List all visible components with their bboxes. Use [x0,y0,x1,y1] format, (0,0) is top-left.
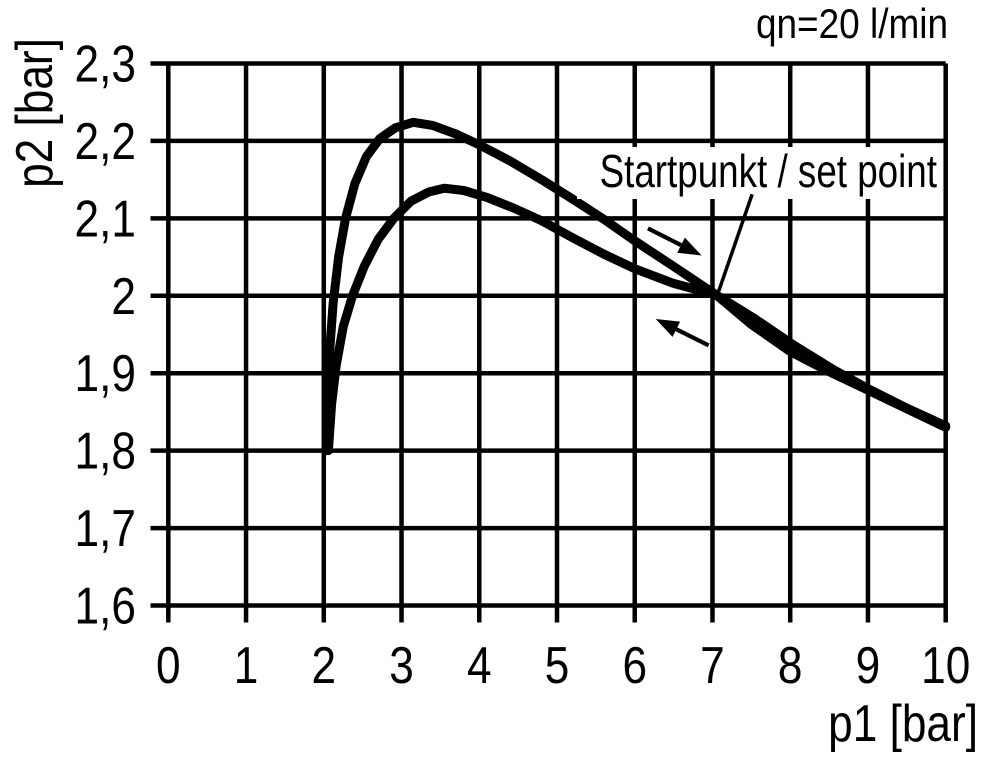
x-tick-label: 1 [234,637,259,695]
set-point-label-background [577,147,941,199]
x-tick-label: 2 [311,637,336,695]
x-tick-label: 5 [545,637,570,695]
y-tick-label: 1,9 [75,345,136,403]
y-tick-label: 1,6 [75,577,136,635]
set-point-leader-line [717,193,754,292]
y-axis-label: p2 [bar] [6,38,64,188]
curve-forward-stroke [322,117,951,456]
x-tick-label: 6 [622,637,647,695]
x-tick-label: 9 [856,637,881,695]
set-point-label: Startpunkt / set point [600,145,938,197]
x-tick-label: 8 [778,637,803,695]
forward-direction-arrow-shaft [647,226,683,248]
x-tick-label: 4 [467,637,492,695]
forward-direction-arrow-head [677,237,702,256]
curve-return-stroke [323,183,951,456]
y-tick-label: 2,2 [75,113,136,171]
annotation-arrows [647,193,754,348]
y-tick-label: 1,8 [75,422,136,480]
x-axis-label: p1 [bar] [828,695,978,753]
x-tick-label: 0 [156,637,181,695]
return-direction-arrow-shaft [675,327,710,348]
curves [322,117,951,456]
y-tick-label: 2 [111,267,136,325]
x-tick-label: 10 [921,637,970,695]
x-tick-label: 3 [389,637,414,695]
plot-grid: 1,61,71,81,922,12,22,30 1 2 3 4 5 6 7 8 9 10 [75,35,971,695]
y-tick-label: 2,1 [75,190,136,248]
x-tick-label: 7 [700,637,725,695]
return-direction-arrow-head [655,319,681,337]
y-tick-label: 1,7 [75,500,136,558]
flow-rate-annotation: qn=20 l/min [756,1,948,48]
y-tick-label: 2,3 [75,35,136,93]
